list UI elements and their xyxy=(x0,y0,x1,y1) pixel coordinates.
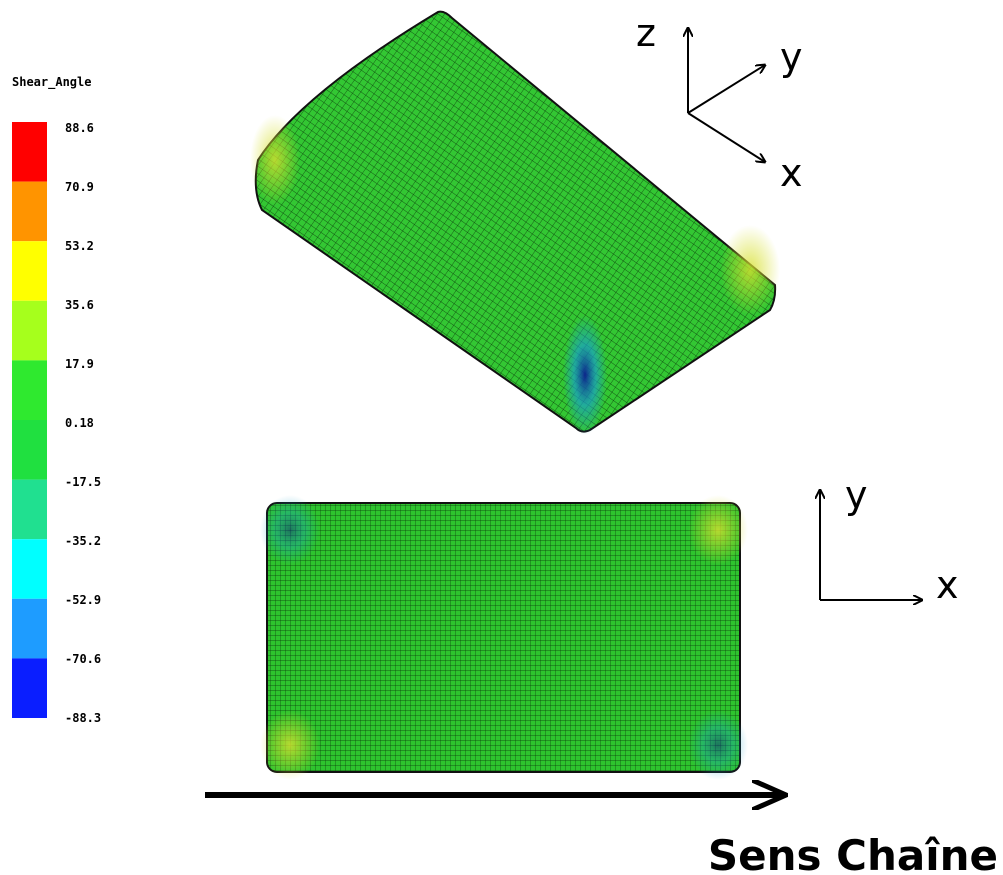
x-label: x xyxy=(780,151,803,195)
legend-title: Shear_Angle xyxy=(12,75,91,90)
legend-label: -52.9 xyxy=(65,593,101,607)
legend-band xyxy=(12,181,47,242)
axes-2d xyxy=(820,490,922,600)
legend-label: 17.9 xyxy=(65,357,94,371)
x-label: x xyxy=(936,563,959,607)
legend-band xyxy=(12,300,47,361)
legend-band xyxy=(12,539,47,599)
caption: Sens Chaîne xyxy=(708,831,998,875)
legend-label: 88.6 xyxy=(65,121,94,135)
legend-band xyxy=(12,122,47,182)
legend-band xyxy=(12,658,47,718)
legend-band xyxy=(12,598,47,659)
legend-label: -35.2 xyxy=(65,534,101,548)
mesh-3d xyxy=(250,10,780,435)
legend-label: 70.9 xyxy=(65,180,94,194)
legend-band xyxy=(12,420,47,480)
legend-label: -70.6 xyxy=(65,652,101,666)
legend-label: -17.5 xyxy=(65,475,101,489)
y-label: y xyxy=(780,35,803,79)
legend-label: -88.3 xyxy=(65,711,101,725)
axes-3d xyxy=(688,28,765,162)
legend-band xyxy=(12,241,47,301)
color-legend: Shear_Angle 88.6 70.9 53.2 35.6 17.9 0.18 -17.… xyxy=(12,75,101,725)
y-arrow xyxy=(687,65,765,114)
mesh-2d xyxy=(260,495,748,780)
legend-label: 0.18 xyxy=(65,416,94,430)
x-arrow xyxy=(687,112,765,162)
legend-label: 35.6 xyxy=(65,298,94,312)
legend-band xyxy=(12,360,47,420)
z-label: z xyxy=(636,11,656,55)
y-label: y xyxy=(845,473,868,517)
legend-label: 53.2 xyxy=(65,239,94,253)
legend-band xyxy=(12,479,47,540)
